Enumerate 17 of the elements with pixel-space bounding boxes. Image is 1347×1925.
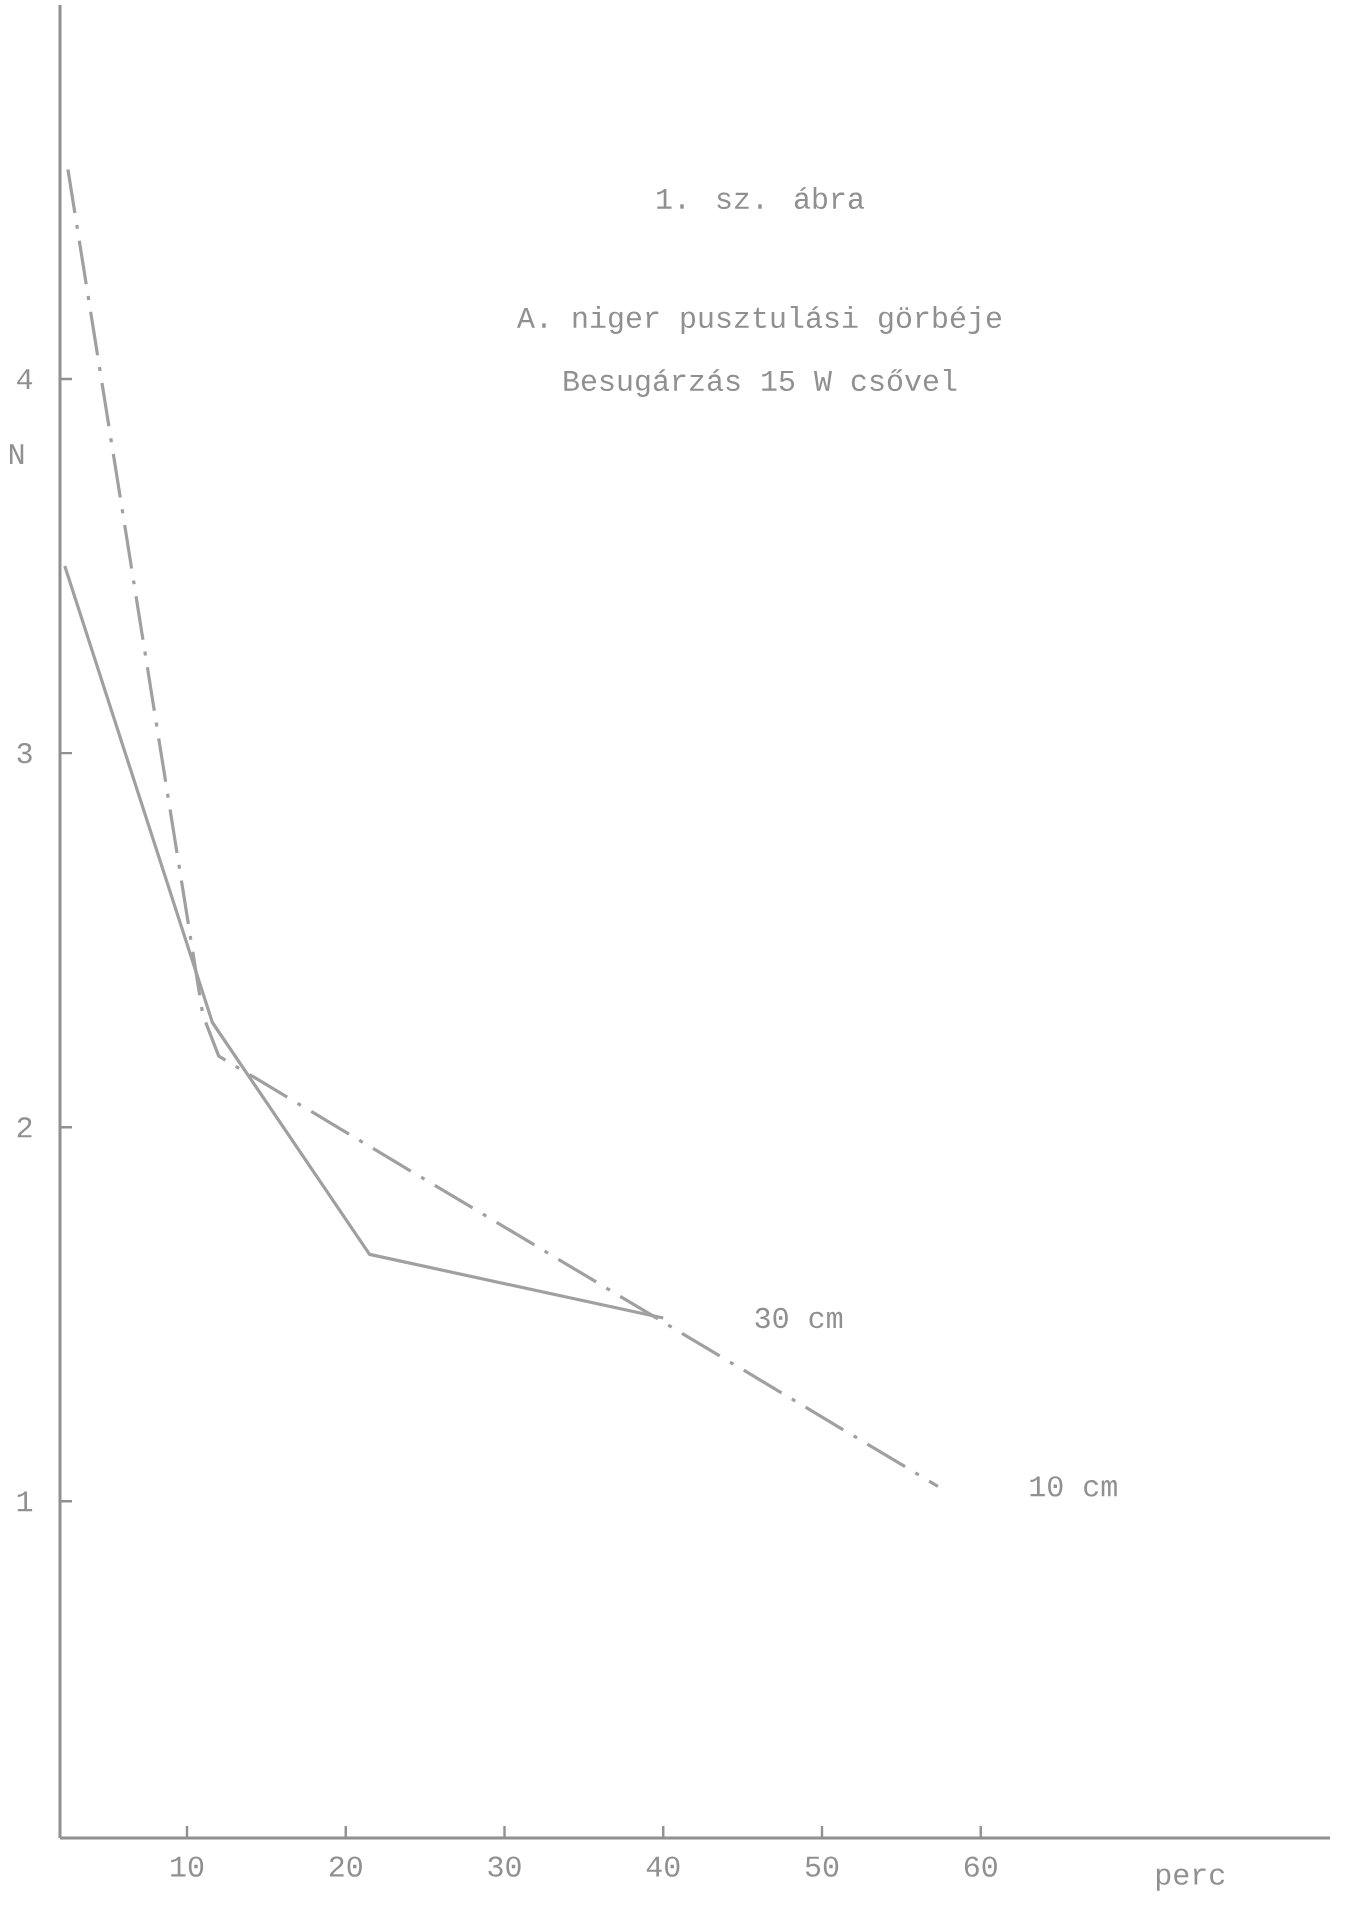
- x-tick-label: 10: [171, 1856, 204, 1877]
- x-tick-label: 30: [488, 1856, 521, 1877]
- y-axis-title: N: [9, 444, 24, 464]
- text: 10 cm: [1030, 1476, 1117, 1497]
- x-axis-title: perc: [1156, 1868, 1225, 1891]
- x-tick-label: 60: [964, 1856, 997, 1877]
- y-tick-label: 2: [17, 1117, 32, 1138]
- y-tick-label: 3: [17, 742, 32, 764]
- text: 1. sz. ábra: [657, 186, 864, 209]
- text: 30 cm: [755, 1307, 843, 1329]
- y-tick-label: 1: [17, 1491, 33, 1512]
- y-tick-label: 4: [17, 369, 33, 389]
- x-tick-label: 40: [646, 1856, 680, 1877]
- x-tick-label: 20: [329, 1856, 362, 1877]
- annotation: Besugárzás 15 W csővel: [564, 369, 957, 397]
- x-tick-label: 50: [805, 1856, 839, 1877]
- text: A. niger pusztulási görbéje: [516, 306, 1001, 334]
